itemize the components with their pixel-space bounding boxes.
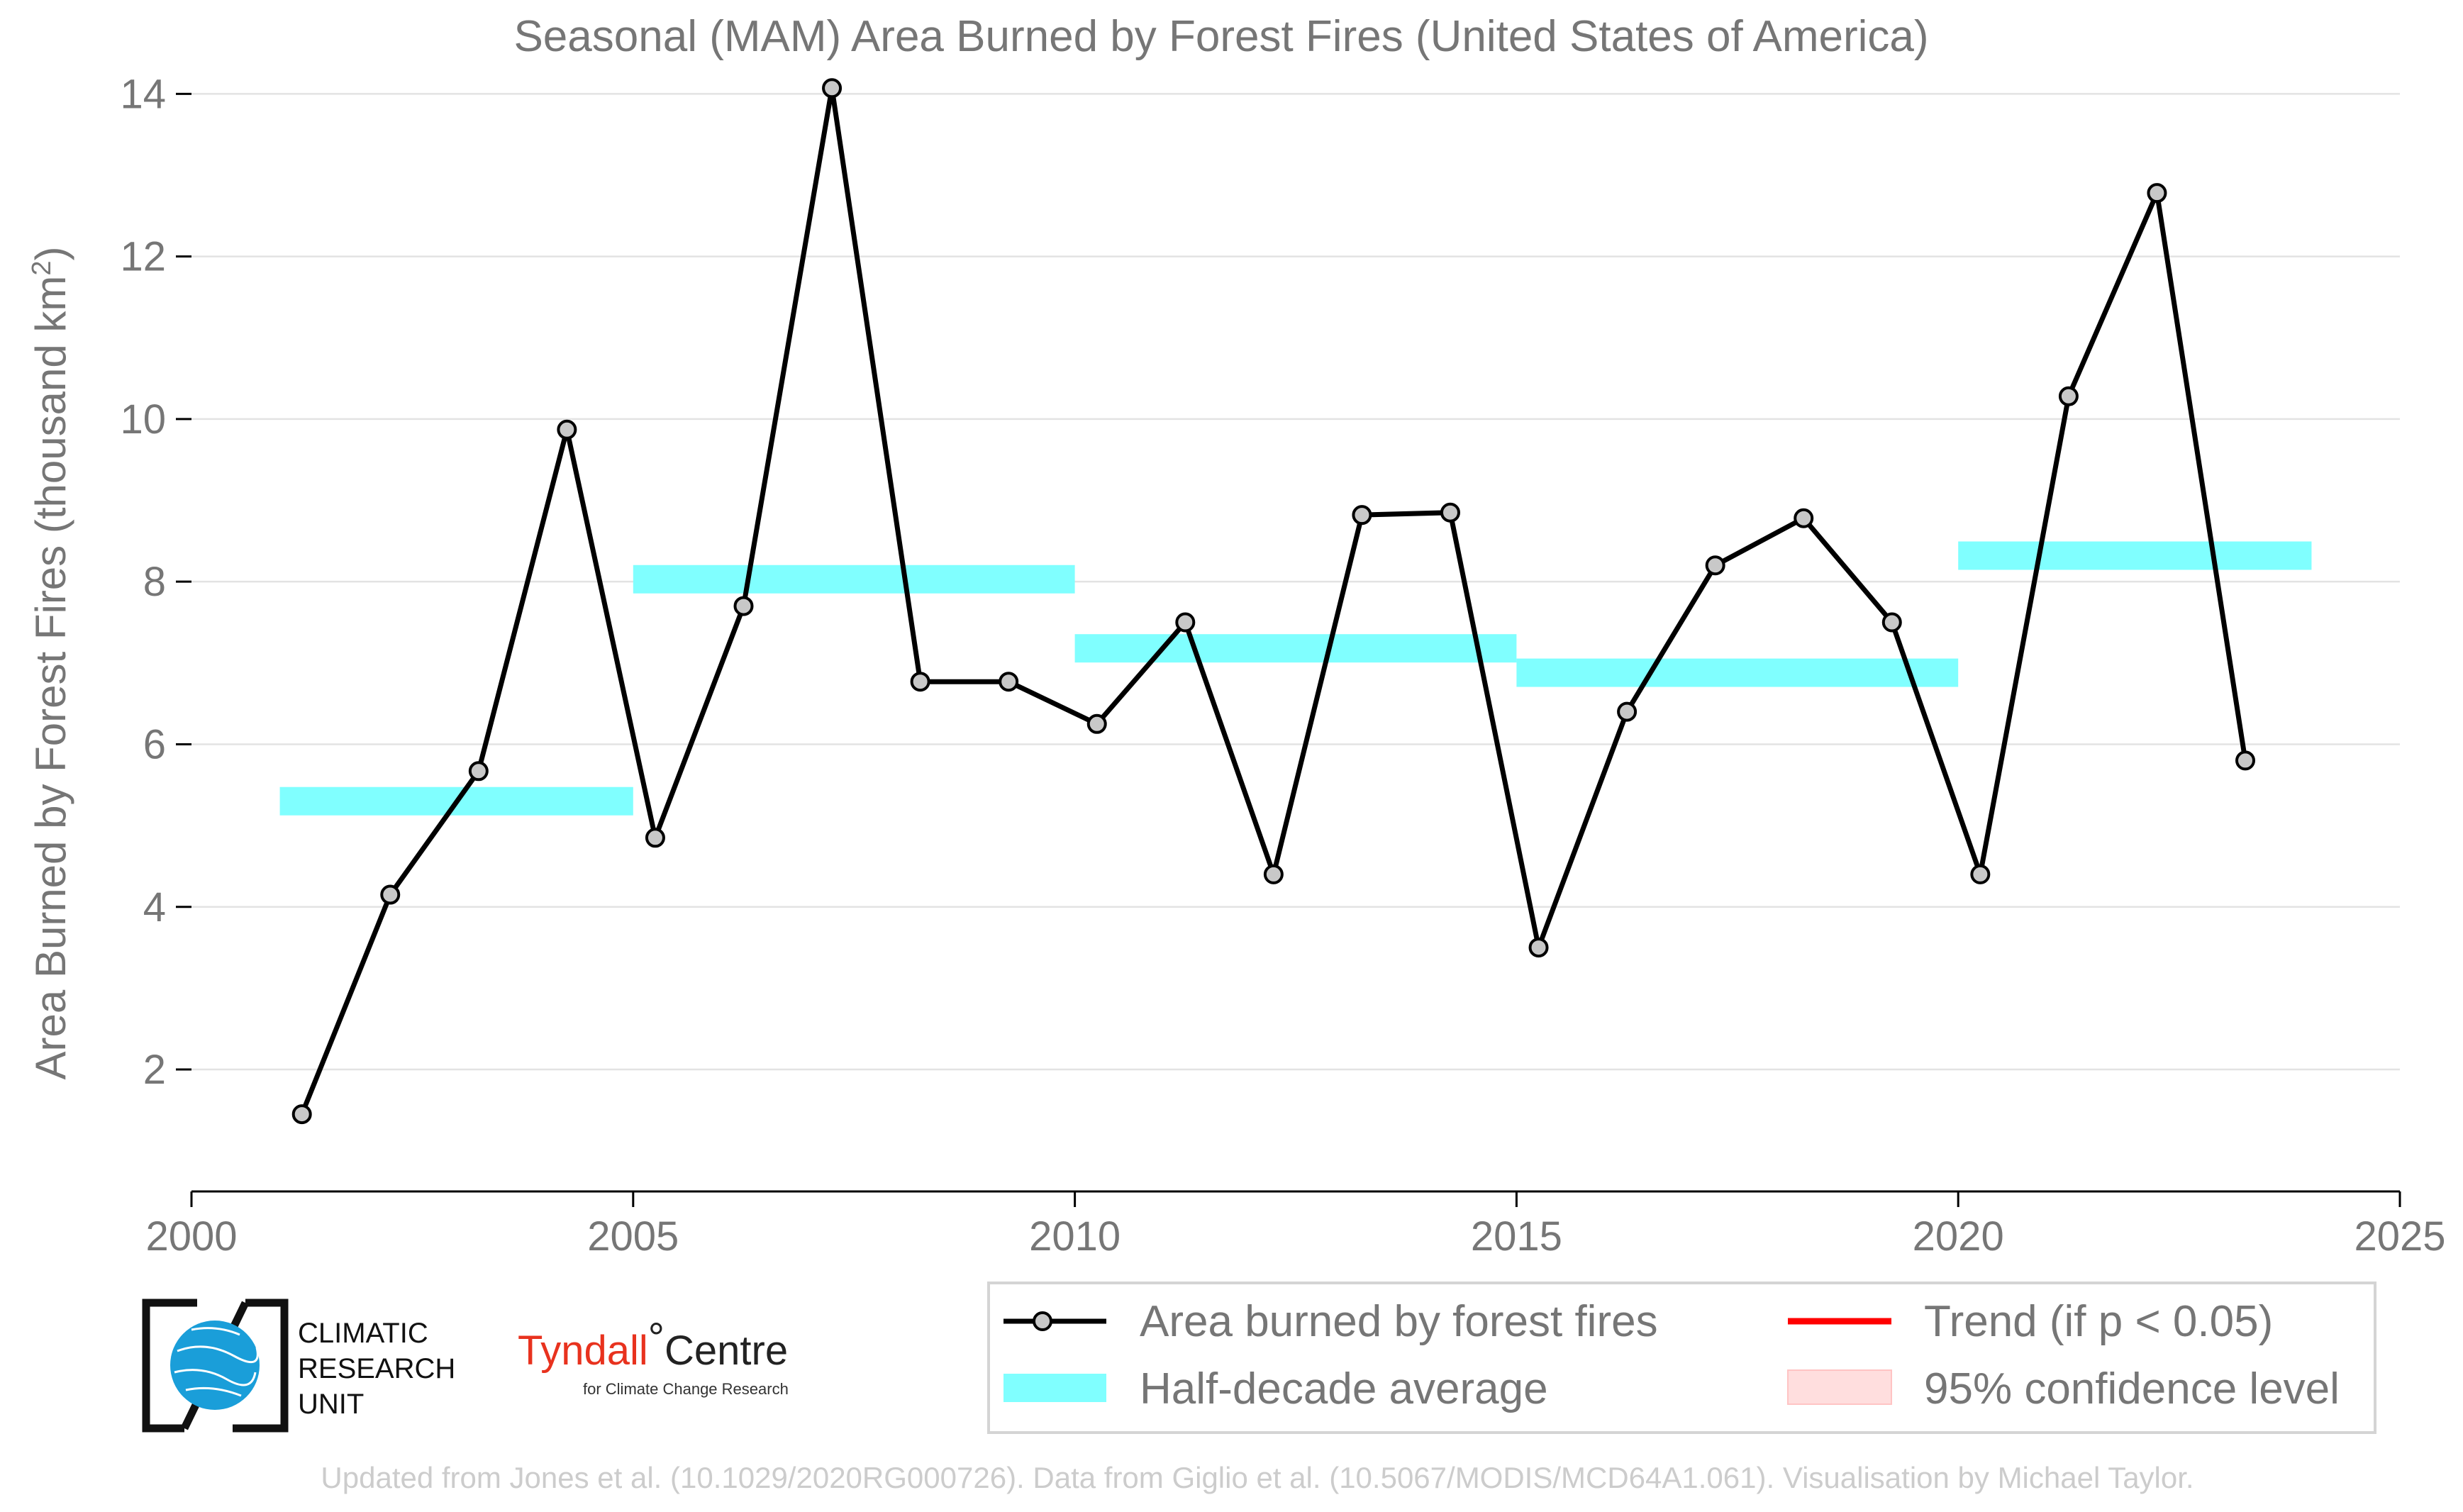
legend-label-area-burned: Area burned by forest fires [1140,1297,1658,1346]
tyndall-main-text: Tyndall [518,1328,648,1374]
data-point [1175,612,1196,633]
y-axis-label-close: ) [27,247,74,261]
legend-item-confidence: 95% confidence level [1787,1364,2340,1413]
data-point [2235,750,2256,771]
y-axis-label: Area Burned by Forest Fires (thousand km… [27,247,74,1080]
tyndall-centre-text: Centre [665,1328,788,1374]
data-point [1086,713,1107,734]
x-tick-label: 2010 [1029,1213,1121,1260]
data-point [1617,701,1638,722]
gridlines [191,93,2400,1071]
data-point [468,761,489,782]
legend-frame [987,1282,2376,1434]
data-point [1970,864,1991,884]
y-tick-label: 12 [120,234,166,280]
data-point [2147,183,2167,204]
x-tick-label: 2015 [1471,1213,1562,1260]
legend-item-area-burned: Area burned by forest fires [1003,1297,1658,1346]
data-point [1352,505,1372,526]
data-point [291,1104,312,1125]
legend-item-half-decade: Half-decade average [1003,1364,1548,1413]
tyndall-logo: Tyndall°Centre for Climate Change Resear… [518,1315,789,1398]
data-point [645,828,665,848]
x-tick-label: 2000 [145,1213,237,1260]
series-line [299,85,2248,1116]
legend: Area burned by forest fires Trend (if p … [987,1282,2376,1434]
data-point [1794,508,1814,528]
y-tick-label: 4 [143,884,166,930]
cru-bracket-right [233,1299,289,1433]
half-decade-bar [1074,634,1517,663]
chart-title: Seasonal (MAM) Area Burned by Forest Fir… [513,12,1928,61]
legend-band-icon [1003,1374,1106,1402]
data-point [822,78,843,99]
data-point [1263,864,1284,884]
data-point [557,419,577,440]
axes: 2 4 6 8 10 12 14 2000 2005 2010 2015 2020 2025 [120,71,2445,1260]
data-point [380,884,401,905]
data-point [733,596,754,616]
data-point [999,672,1019,692]
data-point [1440,502,1460,523]
x-tick-label: 2005 [587,1213,679,1260]
legend-item-trend: Trend (if p < 0.05) [1788,1297,2273,1346]
y-axis-label-main: Area Burned by Forest Fires (thousand km [27,276,74,1080]
half-decade-bar [1958,541,2312,570]
y-tick-label: 10 [120,396,166,443]
legend-patch-icon [1787,1369,1892,1405]
cru-bracket-left [142,1299,197,1433]
data-point [910,672,930,692]
legend-marker-icon [1033,1311,1052,1331]
y-tick-label: 14 [120,71,166,117]
globe-icon [170,1321,260,1410]
y-axis-label-sup: 2 [27,261,57,276]
half-decade-bar [1516,658,1959,687]
legend-label-confidence: 95% confidence level [1924,1364,2340,1413]
data-point [1705,555,1725,576]
data-point [1528,938,1549,958]
cru-text-line1: CLIMATIC [298,1318,428,1349]
half-decade-average-bars [279,541,2312,816]
tyndall-wordmark: Tyndall°Centre [518,1315,788,1374]
data-point [2058,386,2079,406]
y-tick-label: 8 [143,559,166,605]
cru-logo: CLIMATIC RESEARCH UNIT [142,1299,455,1433]
legend-label-trend: Trend (if p < 0.05) [1924,1297,2273,1346]
x-tick-label: 2025 [2354,1213,2445,1260]
y-tick-label: 6 [143,721,166,767]
footer-credit: Updated from Jones et al. (10.1029/2020R… [321,1461,2194,1494]
x-tick-label: 2020 [1913,1213,2004,1260]
tyndall-degree: ° [648,1315,665,1361]
cru-text-line3: UNIT [298,1389,364,1420]
data-point [1881,612,1902,633]
series-area-burned [291,78,2256,1125]
half-decade-bar [633,565,1075,594]
legend-label-half-decade: Half-decade average [1140,1364,1548,1413]
cru-text-line2: RESEARCH [298,1353,455,1384]
y-tick-label: 2 [143,1047,166,1093]
tyndall-subtitle: for Climate Change Research [583,1380,789,1398]
